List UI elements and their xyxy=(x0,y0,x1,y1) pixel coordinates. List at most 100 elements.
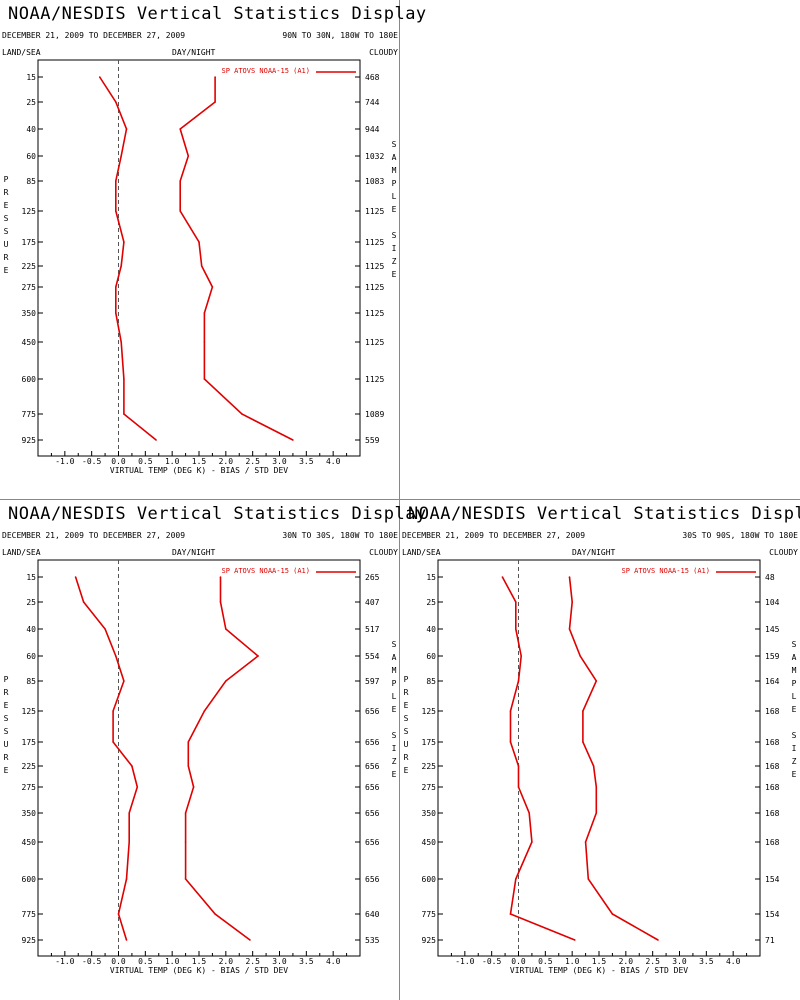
data-point xyxy=(211,286,214,288)
pressure-level-label: 15 xyxy=(426,573,436,582)
sample-size-label: 597 xyxy=(365,677,380,686)
data-point xyxy=(123,378,125,380)
data-point xyxy=(203,710,206,712)
data-point xyxy=(241,413,243,415)
sample-size-label: 656 xyxy=(365,738,380,747)
sample-size-label: 104 xyxy=(765,598,780,607)
data-point xyxy=(112,710,114,712)
sample-size-label: 1032 xyxy=(365,152,384,161)
region-label: 30N TO 30S, 180W TO 180E xyxy=(282,531,398,540)
pressure-level-label: 175 xyxy=(22,738,37,747)
data-point xyxy=(219,576,222,578)
data-point xyxy=(509,913,512,915)
data-point xyxy=(225,628,227,630)
data-point xyxy=(120,341,122,343)
data-point xyxy=(571,601,573,603)
pressure-level-label: 60 xyxy=(26,652,36,661)
data-point xyxy=(203,378,206,380)
data-point xyxy=(584,841,587,843)
x-tick-label: 3.5 xyxy=(299,957,314,966)
pressure-level-label: 350 xyxy=(422,809,437,818)
x-tick-label: 0.5 xyxy=(538,957,553,966)
pressure-level-label: 775 xyxy=(422,910,437,919)
pressure-level-label: 450 xyxy=(22,838,37,847)
data-point xyxy=(123,241,125,243)
sample-size-label: 656 xyxy=(365,762,380,771)
data-point xyxy=(582,741,584,743)
x-tick-label: 2.5 xyxy=(245,457,260,466)
pressure-level-label: 15 xyxy=(26,573,36,582)
sample-size-label: 164 xyxy=(765,677,780,686)
x-tick-label: 3.0 xyxy=(272,957,287,966)
legend-label: SP ATOVS NOAA-15 (A1) xyxy=(621,567,710,575)
x-tick-label: -0.5 xyxy=(82,457,101,466)
data-point xyxy=(120,155,122,157)
sample-size-label: 944 xyxy=(365,125,380,134)
data-point xyxy=(115,180,117,182)
x-tick-label: 1.0 xyxy=(165,957,180,966)
sample-size-label: 168 xyxy=(765,783,780,792)
sample-size-label: 656 xyxy=(365,875,380,884)
sample-size-label: 744 xyxy=(365,98,380,107)
sample-size-label: 71 xyxy=(765,936,775,945)
pressure-level-label: 40 xyxy=(426,625,436,634)
line-chart: -1.0 -0.5 0.0 0.5 1.0 1.5 2.0 2.5 3.0 3.5 4.0 VIRTU… xyxy=(422,559,780,975)
x-tick-label: 2.0 xyxy=(219,957,234,966)
x-tick-label: 0.0 xyxy=(111,957,126,966)
data-point xyxy=(214,101,216,103)
sample-size-label: 1125 xyxy=(365,283,384,292)
data-point xyxy=(611,913,614,915)
bias-series-line xyxy=(99,76,157,441)
sample-size-label: 559 xyxy=(365,436,380,445)
data-point xyxy=(592,765,595,767)
data-point xyxy=(115,286,117,288)
legend-label: SP ATOVS NOAA-15 (A1) xyxy=(221,67,310,75)
pressure-level-label: 275 xyxy=(22,783,37,792)
pressure-level-label: 600 xyxy=(422,875,437,884)
sample-size-label: 1125 xyxy=(365,262,384,271)
chart-panel-1: NOAA/NESDIS Vertical Statistics Display D… xyxy=(0,0,426,500)
sample-size-label: 154 xyxy=(765,875,780,884)
pressure-level-label: 775 xyxy=(22,910,37,919)
data-point xyxy=(82,601,85,603)
data-point xyxy=(509,710,512,712)
chart-panel-3: NOAA/NESDIS Vertical Statistics Display D… xyxy=(400,500,800,1000)
x-tick-label: -1.0 xyxy=(55,957,74,966)
data-point xyxy=(517,680,520,682)
data-point xyxy=(179,180,182,182)
date-range: DECEMBER 21, 2009 TO DECEMBER 27, 2009 xyxy=(2,31,186,40)
x-tick-label: 2.5 xyxy=(645,957,660,966)
pressure-level-label: 25 xyxy=(26,98,36,107)
data-point xyxy=(120,265,122,267)
pressure-level-label: 25 xyxy=(26,598,36,607)
data-point xyxy=(184,878,187,880)
day-night-label: DAY/NIGHT xyxy=(172,48,216,57)
chart-title: NOAA/NESDIS Vertical Statistics Display xyxy=(8,4,427,24)
data-point xyxy=(520,655,522,657)
pressure-level-label: 350 xyxy=(22,309,37,318)
data-point xyxy=(528,812,531,814)
x-tick-label: 1.0 xyxy=(565,957,580,966)
plot-frame xyxy=(37,59,361,457)
data-point xyxy=(292,439,294,441)
x-axis-label: VIRTUAL TEMP (DEG K) - BIAS / STD DEV xyxy=(110,466,288,475)
pressure-level-label: 925 xyxy=(422,936,437,945)
land-sea-label: LAND/SEA xyxy=(402,548,441,557)
data-point xyxy=(200,265,203,267)
pressure-level-label: 125 xyxy=(22,707,37,716)
data-point xyxy=(574,939,576,941)
sample-size-label: 407 xyxy=(365,598,380,607)
sample-size-label: 145 xyxy=(765,625,780,634)
pressure-level-label: 350 xyxy=(22,809,37,818)
x-tick-label: -0.5 xyxy=(82,957,101,966)
chart-title: NOAA/NESDIS Vertical Statistics Display xyxy=(8,504,427,524)
x-tick-label: 3.0 xyxy=(672,957,687,966)
data-point xyxy=(117,913,120,915)
data-point xyxy=(249,939,251,941)
x-tick-label: 3.5 xyxy=(699,957,714,966)
sample-size-label: 656 xyxy=(365,809,380,818)
x-tick-label: 4.0 xyxy=(726,957,741,966)
